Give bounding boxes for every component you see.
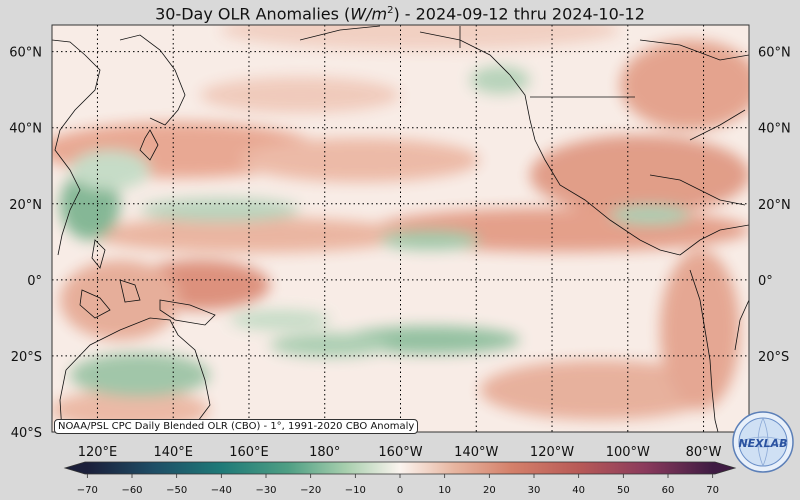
lat-label-right: 0°: [758, 274, 773, 289]
colorbar-tick-label: −50: [166, 485, 187, 496]
colorbar-tick-label: 60: [662, 485, 675, 496]
colorbar-tick-label: 20: [483, 485, 496, 496]
colorbar-tick-label: −30: [255, 485, 276, 496]
colorbar-tick-label: −70: [77, 485, 98, 496]
coastlines: [52, 25, 749, 432]
lat-label-left: 20°N: [9, 198, 42, 213]
colorbar-tick-label: −40: [211, 485, 232, 496]
lat-label-left: 20°S: [11, 350, 42, 365]
lon-label: 180°: [309, 445, 340, 460]
lon-label: 80°W: [686, 445, 722, 460]
lat-label-right: 60°N: [758, 46, 791, 61]
gridlines: [52, 25, 749, 432]
lon-label: 120°E: [78, 445, 118, 460]
lon-label: 160°W: [378, 445, 422, 460]
colorbar-tick-label: 70: [706, 485, 719, 496]
longitude-labels: 120°E 140°E 160°E 180° 160°W 140°W 120°W 100°W 8…: [78, 445, 722, 460]
colorbar-tick-label: −20: [300, 485, 321, 496]
colorbar: −70 −60 −50 −40 −30 −20 −10 0 10 20 30 40 50 60 70: [63, 461, 737, 496]
lon-label: 140°W: [454, 445, 498, 460]
lon-label: 140°E: [153, 445, 193, 460]
latitude-labels-right: 60°N40°N20°N0°20°S40°S: [758, 46, 791, 441]
lat-label-left: 40°N: [9, 122, 42, 137]
lat-label-left: 0°: [27, 274, 42, 289]
lat-label-right: 20°S: [758, 350, 789, 365]
lat-label-left: 40°S: [11, 426, 42, 441]
logo-text: NEXLAB: [738, 437, 787, 450]
colorbar-tick-label: 10: [438, 485, 451, 496]
colorbar-tick-label: 30: [528, 485, 541, 496]
lat-label-right: 20°N: [758, 198, 791, 213]
colorbar-tick-label: −10: [345, 485, 366, 496]
lon-label: 120°W: [530, 445, 574, 460]
anomaly-field: [52, 25, 749, 432]
colorbar-tick-label: −60: [121, 485, 142, 496]
colorbar-tick-label: 40: [572, 485, 585, 496]
lon-label: 160°E: [229, 445, 269, 460]
lat-label-right: 40°N: [758, 122, 791, 137]
colorbar-tick-label: 50: [617, 485, 630, 496]
map-title: 30-Day OLR Anomalies (W/m2) - 2024-09-12…: [155, 4, 645, 24]
latitude-labels-left: 60°N 40°N 20°N 0° 20°S 40°S: [9, 46, 42, 441]
colorbar-tick-label: 0: [397, 485, 403, 496]
globe-logo-icon[interactable]: NEXLAB: [731, 410, 795, 474]
lat-label-left: 60°N: [9, 46, 42, 61]
data-source-note: NOAA/PSL CPC Daily Blended OLR (CBO) - 1…: [54, 419, 419, 434]
lon-label: 100°W: [606, 445, 650, 460]
